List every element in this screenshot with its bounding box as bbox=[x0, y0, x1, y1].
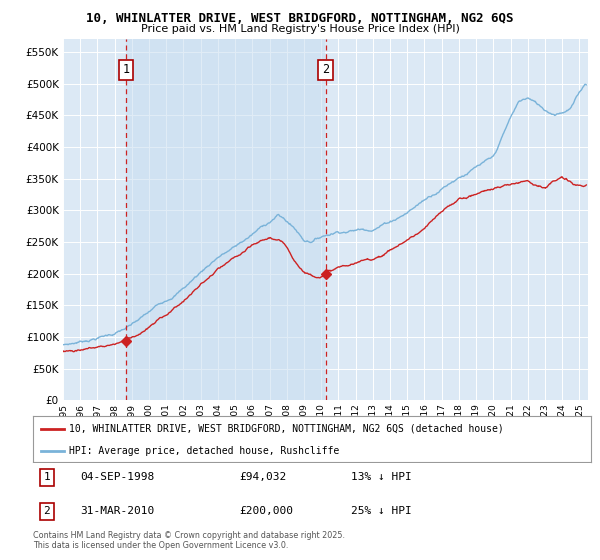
Text: £200,000: £200,000 bbox=[239, 506, 293, 516]
Text: 1: 1 bbox=[44, 472, 50, 482]
Text: 10, WHINLATTER DRIVE, WEST BRIDGFORD, NOTTINGHAM, NG2 6QS (detached house): 10, WHINLATTER DRIVE, WEST BRIDGFORD, NO… bbox=[69, 424, 504, 434]
Text: 31-MAR-2010: 31-MAR-2010 bbox=[80, 506, 155, 516]
Text: Contains HM Land Registry data © Crown copyright and database right 2025.
This d: Contains HM Land Registry data © Crown c… bbox=[33, 531, 345, 550]
Text: £94,032: £94,032 bbox=[239, 472, 287, 482]
Bar bbox=[126, 39, 325, 400]
Text: 13% ↓ HPI: 13% ↓ HPI bbox=[351, 472, 412, 482]
Text: 2: 2 bbox=[322, 63, 329, 76]
Text: 25% ↓ HPI: 25% ↓ HPI bbox=[351, 506, 412, 516]
Text: HPI: Average price, detached house, Rushcliffe: HPI: Average price, detached house, Rush… bbox=[69, 446, 340, 455]
Text: 10, WHINLATTER DRIVE, WEST BRIDGFORD, NOTTINGHAM, NG2 6QS: 10, WHINLATTER DRIVE, WEST BRIDGFORD, NO… bbox=[86, 12, 514, 25]
Text: 2: 2 bbox=[44, 506, 50, 516]
Text: Price paid vs. HM Land Registry's House Price Index (HPI): Price paid vs. HM Land Registry's House … bbox=[140, 24, 460, 34]
Text: 04-SEP-1998: 04-SEP-1998 bbox=[80, 472, 155, 482]
Text: 1: 1 bbox=[122, 63, 130, 76]
